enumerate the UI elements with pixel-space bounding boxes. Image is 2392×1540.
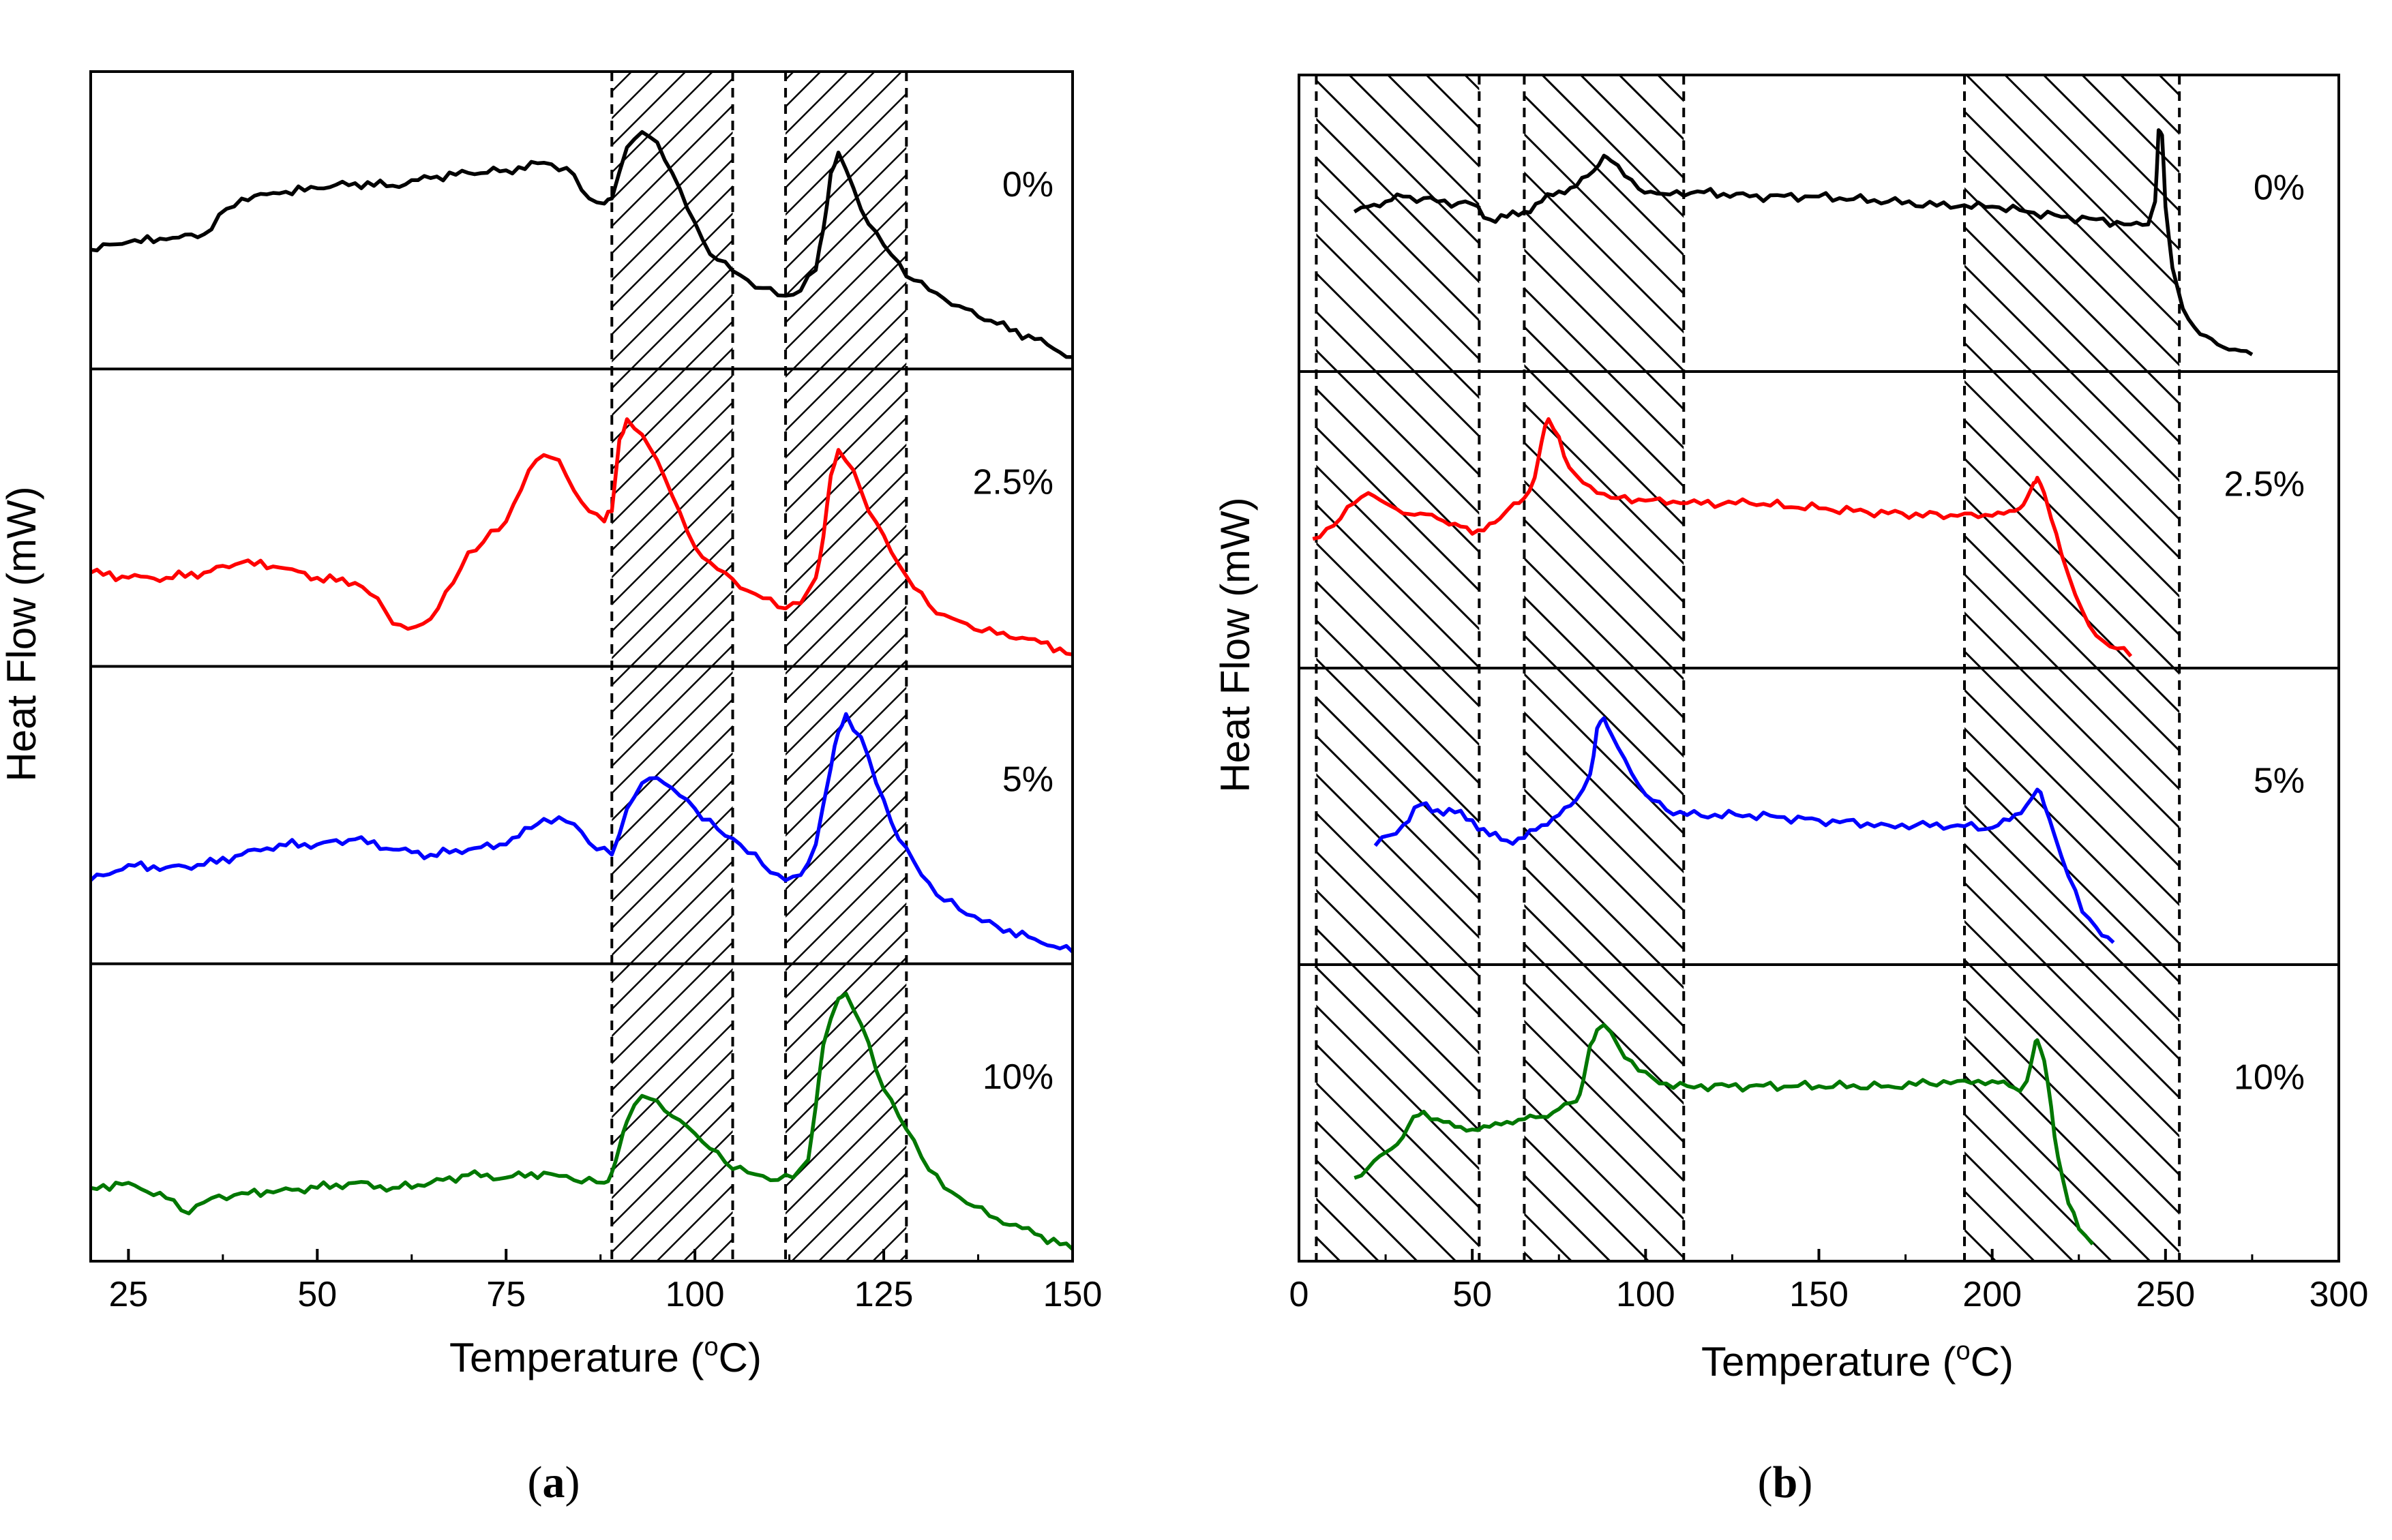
panel-b-series-label-2: 5% xyxy=(2254,761,2305,801)
panel-b-x-tick-label-5: 250 xyxy=(2136,1275,2195,1314)
panel-b-xlabel-suffix: C) xyxy=(1971,1339,2014,1385)
panel-b-xlabel-sup: o xyxy=(1956,1337,1971,1365)
panel-b-xlabel: Temperature (oC) xyxy=(1701,1337,2014,1385)
panel-a-label-close: ) xyxy=(565,1458,580,1507)
panel-b-x-tick-label-0: 0 xyxy=(1289,1275,1309,1314)
panel-a-x-tick-label-0: 25 xyxy=(108,1275,148,1314)
panel-b-x-tick-label-4: 200 xyxy=(1962,1275,2022,1314)
panel-b-x-ticks: 0 50 100 150 200 250 300 xyxy=(1289,1249,2369,1314)
panel-a-x-tick-label-1: 50 xyxy=(297,1275,337,1314)
panel-a-series-line-2 xyxy=(89,712,1074,954)
panel-a-plot-frame xyxy=(89,70,1074,1263)
panel-a-series-line-0 xyxy=(90,130,1073,359)
panel-a-series-label-1: 2.5% xyxy=(972,462,1053,502)
panel-a-series-line-3 xyxy=(90,991,1074,1251)
panel-b-xlabel-prefix: Temperature ( xyxy=(1701,1339,1956,1385)
panel-a-series-label-0: 0% xyxy=(1002,165,1053,205)
panel-b-series-label-1: 2.5% xyxy=(2224,465,2305,504)
panel-b-x-tick-label-6: 300 xyxy=(2309,1275,2369,1314)
panel-b-x-tick-label-1: 50 xyxy=(1452,1275,1492,1314)
panel-b-series-line-1 xyxy=(1312,417,2133,658)
panel-b-x-tick-label-2: 100 xyxy=(1616,1275,1675,1314)
panel-a-label-letter: a xyxy=(543,1458,565,1507)
panel-a-xlabel-sup: o xyxy=(704,1333,719,1361)
panel-a-x-tick-label-2: 75 xyxy=(486,1275,526,1314)
panel-a-series-lines xyxy=(89,130,1074,1251)
panel-b-series-labels: 0% 2.5% 5% 10% xyxy=(2224,168,2305,1098)
panel-b: 0 50 100 150 200 250 300 0% 2.5% 5% 10% Heat Flow… xyxy=(1212,74,2369,1507)
panel-a-x-ticks: 25 50 75 100 125 150 xyxy=(108,1249,1102,1314)
panel-a-xlabel-prefix: Temperature ( xyxy=(449,1335,704,1380)
panel-a-xlabel-suffix: C) xyxy=(719,1335,762,1380)
panel-a-label-open: ( xyxy=(528,1458,543,1507)
panel-b-label: (b) xyxy=(1758,1458,1813,1507)
panel-b-label-letter: b xyxy=(1773,1458,1798,1507)
panel-b-label-open: ( xyxy=(1758,1458,1773,1507)
panel-a: 25 50 75 100 125 150 0% 2.5% 5% 10% Heat Flow (m… xyxy=(0,70,1102,1507)
panel-a-series-labels: 0% 2.5% 5% 10% xyxy=(972,165,1053,1097)
panel-b-series-line-0 xyxy=(1353,128,2254,357)
panel-b-series-label-0: 0% xyxy=(2254,168,2305,208)
panel-b-series-line-2 xyxy=(1373,716,2115,944)
panel-b-series-line-3 xyxy=(1354,1023,2095,1245)
panel-b-label-close: ) xyxy=(1797,1458,1812,1507)
panel-b-series-label-3: 10% xyxy=(2234,1058,2305,1098)
panel-a-label: (a) xyxy=(528,1458,580,1507)
panel-b-series-lines xyxy=(1312,128,2254,1245)
panel-a-xlabel: Temperature (oC) xyxy=(449,1333,762,1380)
panel-b-ylabel: Heat Flow (mW) xyxy=(1212,497,1258,792)
panel-a-x-tick-label-4: 125 xyxy=(854,1275,914,1314)
panel-b-x-tick-label-3: 150 xyxy=(1789,1275,1849,1314)
panel-a-series-label-2: 5% xyxy=(1002,760,1053,800)
panel-a-series-line-1 xyxy=(89,417,1073,656)
panel-a-frame xyxy=(89,70,1074,1263)
panel-a-x-tick-label-5: 150 xyxy=(1043,1275,1103,1314)
panel-a-series-label-3: 10% xyxy=(983,1057,1053,1097)
panel-a-x-tick-label-3: 100 xyxy=(666,1275,725,1314)
panel-a-ylabel: Heat Flow (mW) xyxy=(0,486,44,781)
